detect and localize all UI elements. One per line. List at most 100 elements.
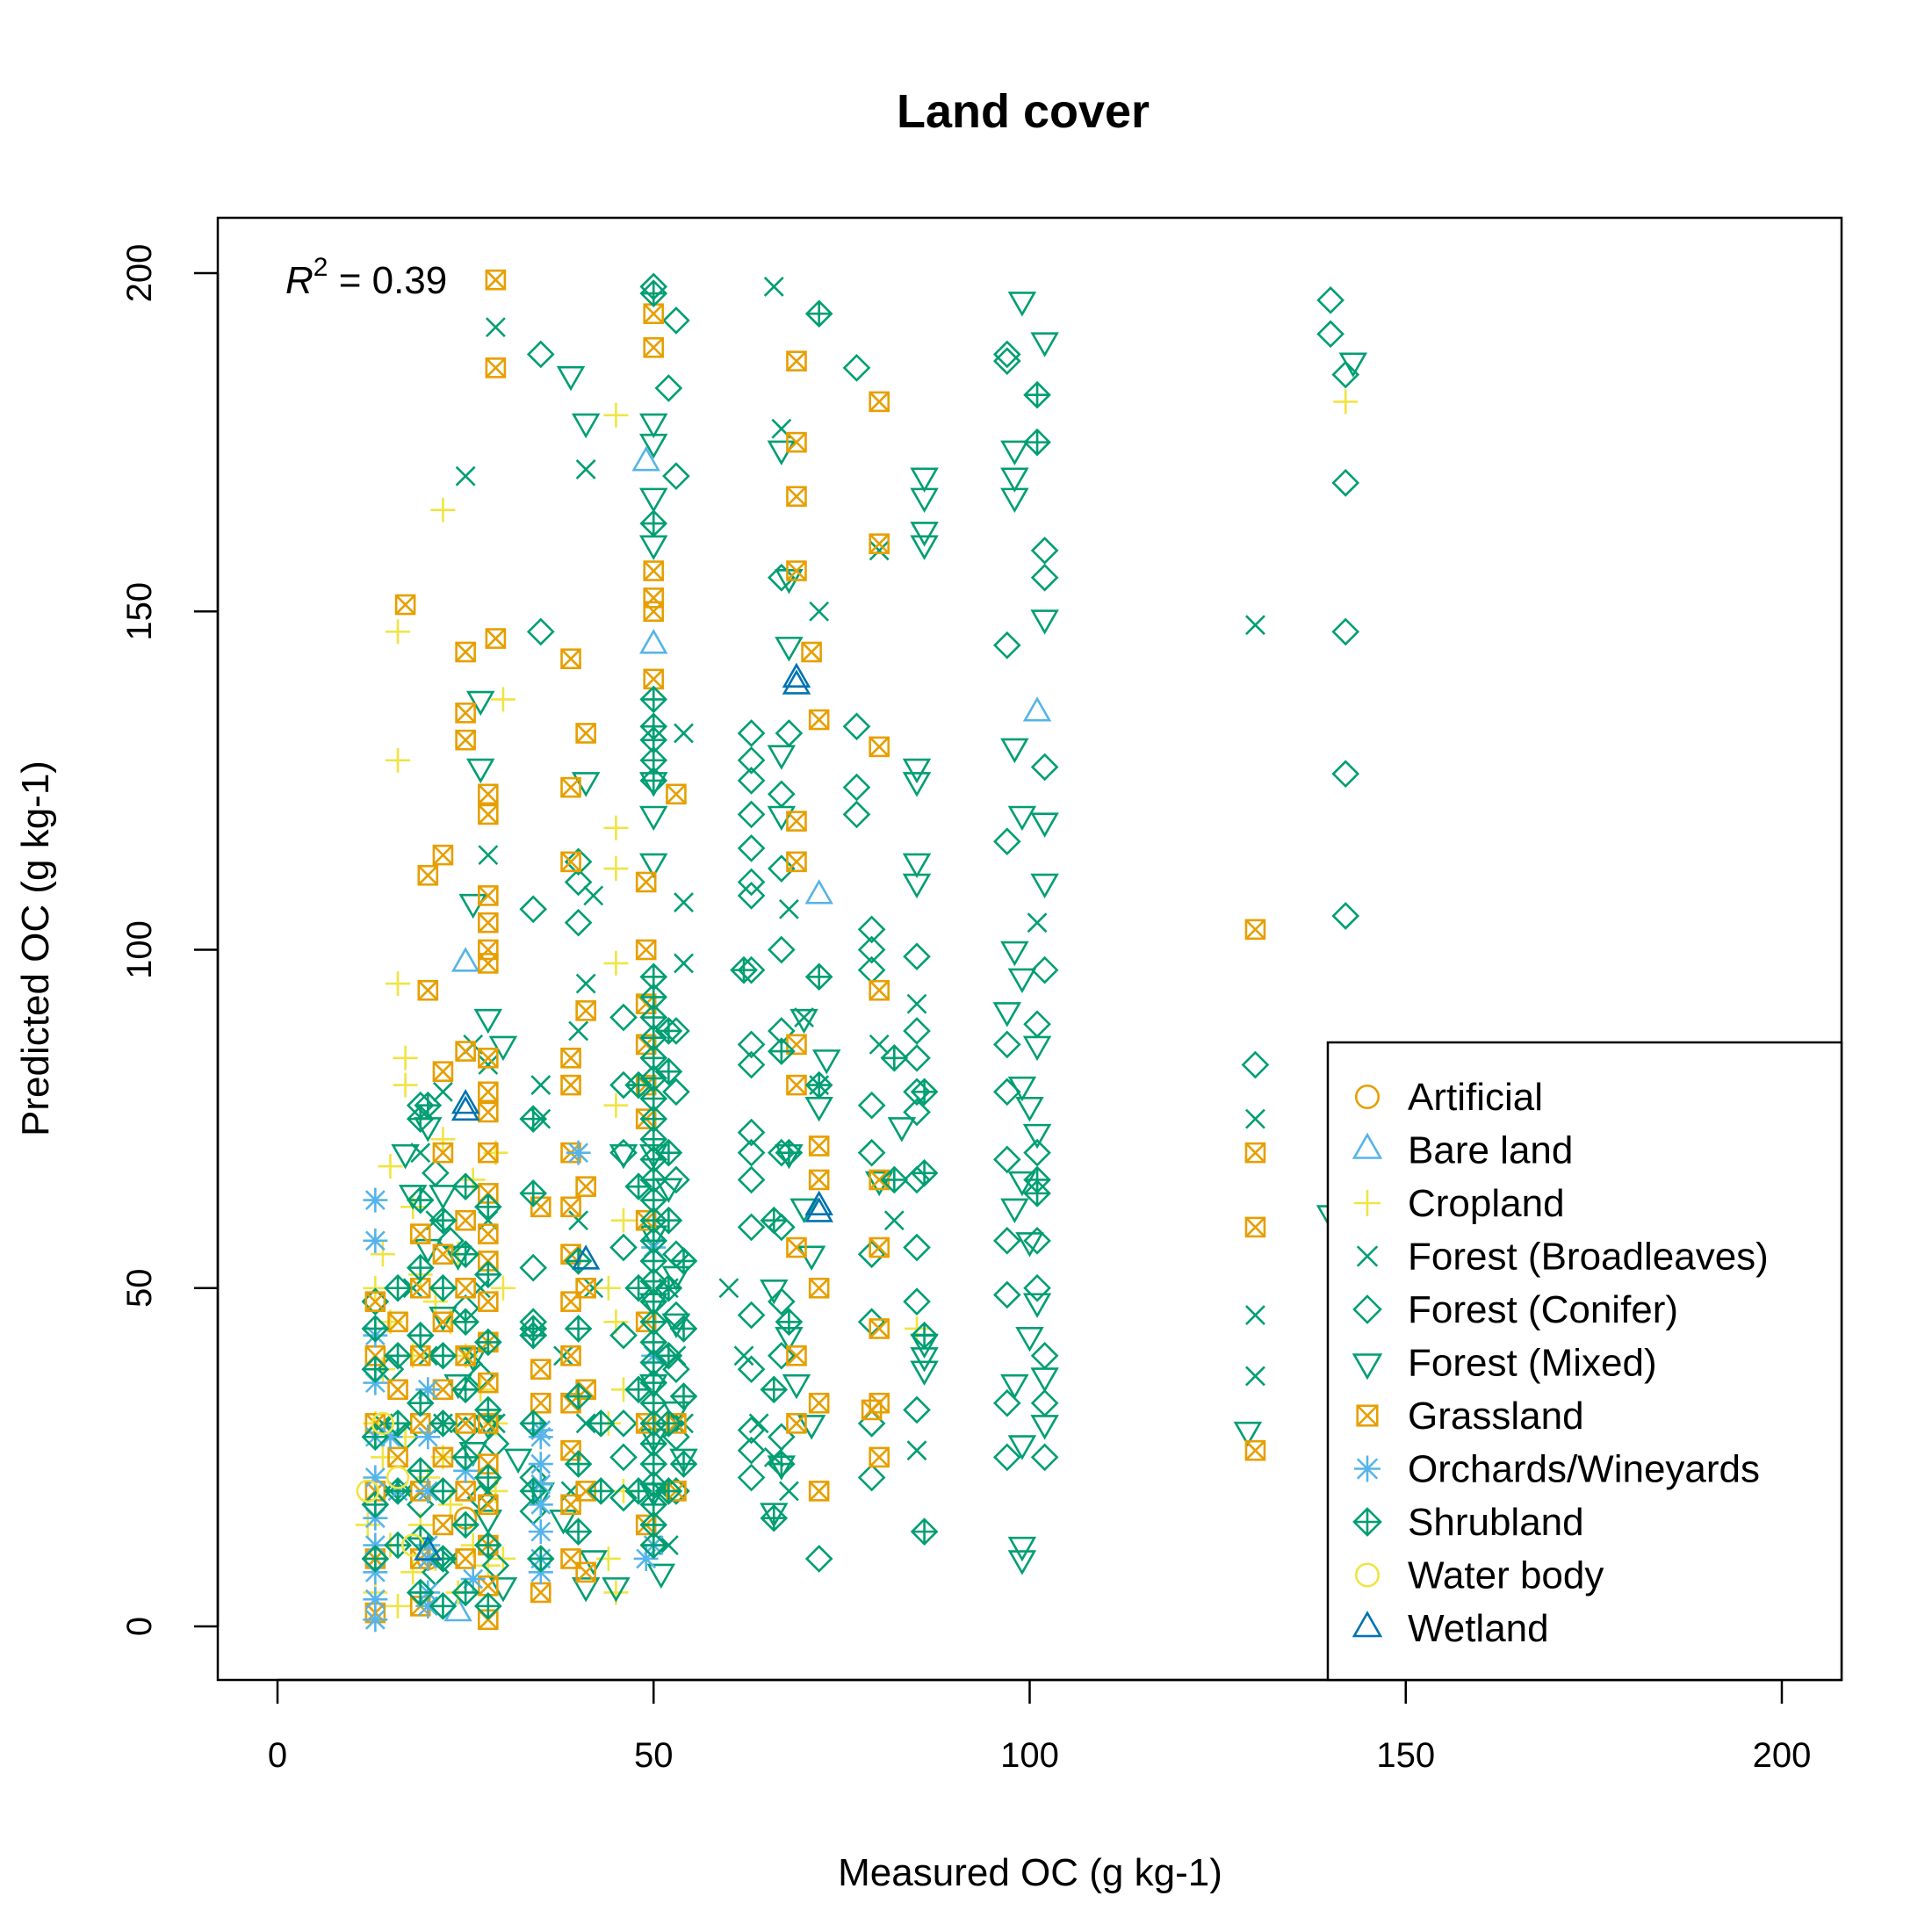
data-point — [1245, 1305, 1265, 1325]
data-point — [992, 340, 1021, 369]
data-point — [564, 847, 593, 876]
data-point — [384, 1341, 412, 1370]
data-point — [1316, 285, 1344, 314]
data-point — [786, 1413, 807, 1434]
data-point — [609, 1409, 638, 1438]
data-point — [387, 1311, 408, 1333]
data-point — [478, 845, 499, 866]
data-point — [406, 1253, 435, 1282]
data-point — [455, 1548, 476, 1569]
data-point — [737, 1118, 766, 1147]
data-point — [910, 1517, 939, 1546]
data-point — [624, 1172, 652, 1201]
data-point — [654, 1057, 683, 1086]
data-point — [429, 1477, 458, 1505]
data-point — [1244, 919, 1266, 941]
data-point — [490, 1275, 515, 1301]
data-point — [639, 853, 668, 879]
data-point — [1015, 1097, 1044, 1122]
data-point — [478, 1101, 499, 1123]
data-point — [1007, 1076, 1037, 1102]
data-point — [861, 1399, 883, 1421]
x-tick-label: 0 — [268, 1736, 287, 1775]
data-point — [786, 486, 807, 508]
data-point — [414, 1535, 443, 1561]
data-point — [603, 1092, 629, 1118]
data-point — [451, 1240, 479, 1269]
data-point — [417, 979, 439, 1001]
data-point — [417, 1345, 438, 1366]
data-point — [372, 1413, 393, 1434]
data-point — [519, 1105, 548, 1133]
data-point — [737, 767, 766, 795]
data-point — [639, 535, 668, 560]
data-point — [1331, 760, 1360, 789]
data-point — [903, 1395, 931, 1424]
legend-label: Artificial — [1408, 1076, 1543, 1119]
legend-label: Shrubland — [1408, 1501, 1584, 1544]
data-point — [639, 413, 668, 439]
data-point — [782, 669, 811, 695]
legend-marker — [1352, 1611, 1383, 1638]
y-tick-label: 0 — [120, 1617, 159, 1636]
data-point — [430, 497, 456, 523]
data-point — [384, 1409, 412, 1438]
data-point — [775, 1138, 804, 1167]
x-tick-label: 200 — [1753, 1736, 1812, 1775]
data-point — [1023, 428, 1051, 457]
data-point — [808, 1392, 830, 1414]
data-point — [1023, 380, 1051, 409]
data-point — [387, 1379, 408, 1401]
data-point — [528, 1452, 553, 1477]
data-point — [519, 1477, 548, 1505]
data-point — [737, 1301, 766, 1330]
data-point — [490, 687, 515, 712]
data-point — [478, 885, 499, 906]
data-point — [992, 347, 1021, 376]
data-point — [624, 1477, 652, 1505]
data-point — [451, 1375, 479, 1404]
data-point — [415, 1593, 441, 1618]
data-point — [609, 1321, 638, 1350]
x-tick-label: 50 — [634, 1736, 674, 1775]
data-point — [575, 1176, 596, 1197]
data-point — [568, 1210, 589, 1231]
legend-label: Forest (Broadleaves) — [1408, 1236, 1769, 1279]
data-point — [1007, 1550, 1037, 1575]
data-point — [429, 1185, 458, 1210]
data-point — [406, 1388, 435, 1417]
data-point — [737, 1165, 766, 1194]
data-point — [883, 1210, 905, 1231]
data-point — [587, 1409, 616, 1438]
data-point — [1007, 1171, 1037, 1197]
data-point — [748, 1413, 769, 1434]
data-point — [1316, 320, 1344, 349]
data-point — [786, 1236, 807, 1258]
data-point — [473, 1008, 503, 1034]
data-point — [992, 1388, 1021, 1417]
data-point — [1022, 696, 1052, 722]
data-point — [903, 1233, 931, 1262]
data-point — [801, 641, 822, 663]
data-point — [902, 758, 932, 784]
data-point — [478, 1142, 499, 1164]
data-point — [639, 685, 668, 714]
data-point — [903, 1287, 931, 1316]
data-point — [903, 1043, 931, 1072]
legend-marker — [1356, 1404, 1379, 1427]
data-point — [643, 560, 665, 581]
data-point — [902, 873, 932, 899]
data-point — [473, 1395, 502, 1424]
data-point — [432, 1061, 454, 1082]
data-point — [575, 1561, 596, 1583]
data-point — [1000, 487, 1029, 513]
legend: Artificial Bare land Cropland Forest (Broad… — [1326, 1041, 1843, 1682]
data-point — [406, 1105, 435, 1133]
data-point — [460, 1567, 486, 1592]
x-axis-label: Measured OC (g kg-1) — [838, 1851, 1222, 1894]
data-point — [415, 1377, 441, 1402]
data-point — [786, 851, 807, 873]
data-point — [760, 1375, 789, 1404]
data-point — [583, 885, 604, 906]
data-point — [1022, 1293, 1052, 1318]
